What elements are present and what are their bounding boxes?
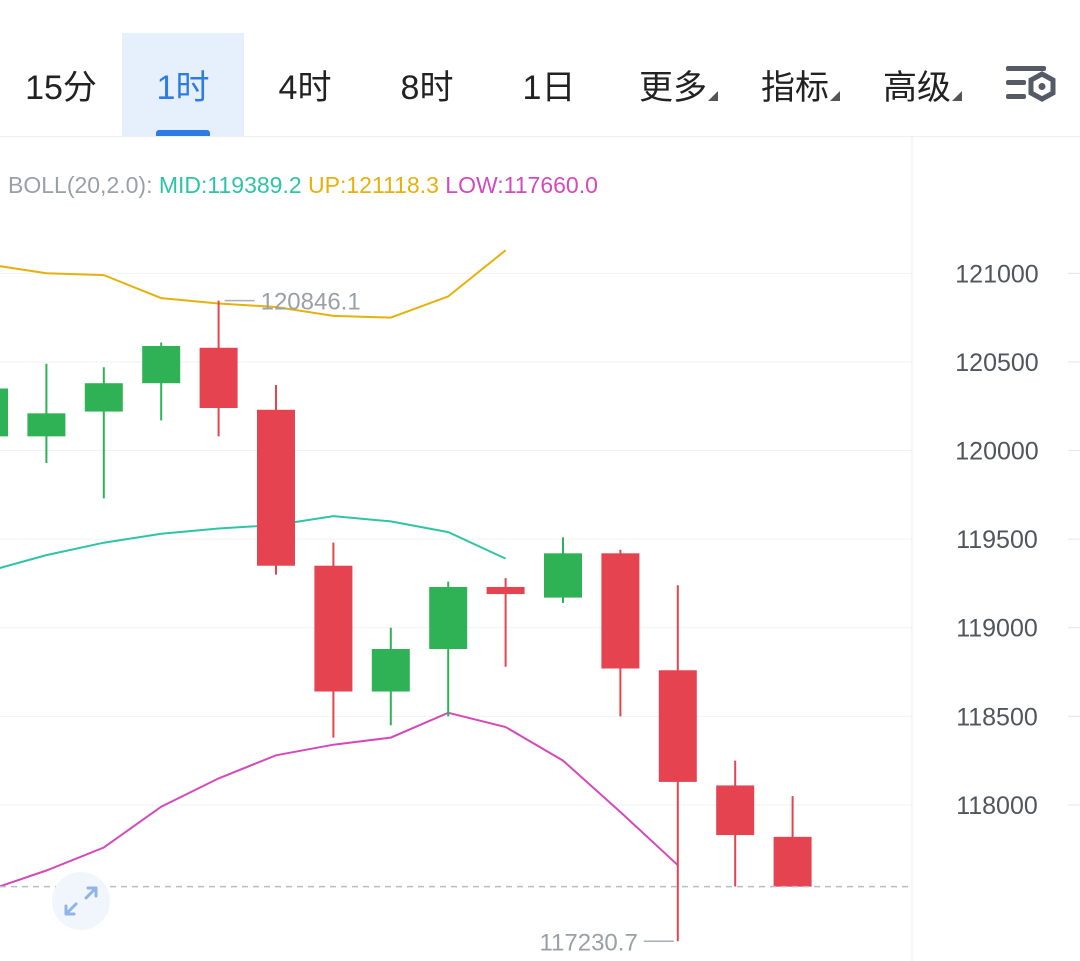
- caret-icon: [830, 91, 840, 101]
- price-tick-label: 121000: [955, 260, 1038, 288]
- chart-settings-button[interactable]: [1000, 60, 1060, 112]
- chart-settings-icon: [1006, 66, 1056, 102]
- boll-up-value: UP:121118.3: [308, 172, 439, 198]
- boll-mid-value: MID:119389.2: [158, 172, 302, 198]
- tab-1h[interactable]: 1时: [122, 33, 244, 136]
- boll-upper-line: [0, 249, 507, 319]
- candle-body: [27, 413, 66, 437]
- advanced-dropdown[interactable]: 高级: [856, 33, 978, 136]
- tab-8h[interactable]: 8时: [366, 33, 488, 136]
- price-tick-label: 120000: [955, 438, 1038, 466]
- tab-4h[interactable]: 4时: [244, 33, 366, 136]
- candle-body: [84, 383, 123, 412]
- dropdown-label: 更多: [639, 69, 707, 107]
- candle-body: [0, 388, 8, 437]
- tab-label: 4时: [278, 69, 332, 107]
- tab-label: 1时: [156, 69, 210, 107]
- tab-label: 1日: [522, 69, 576, 107]
- candle-body: [601, 553, 640, 669]
- boll-indicator-name: BOLL(20,2.0):: [8, 172, 153, 198]
- candle-body: [544, 553, 582, 598]
- high-price-label: 120846.1: [261, 289, 361, 316]
- caret-icon: [708, 91, 718, 101]
- tab-label: 8时: [400, 69, 454, 107]
- price-tick-label: 119000: [956, 615, 1038, 643]
- caret-icon: [952, 91, 962, 101]
- tab-1d[interactable]: 1日: [488, 33, 610, 136]
- price-tick-label: 118500: [956, 703, 1038, 731]
- fullscreen-button[interactable]: [52, 872, 110, 930]
- timeframe-toolbar: 15分 1时 4时 8时 1日 更多 指标 高级: [0, 0, 1080, 137]
- candle-body: [429, 586, 468, 650]
- boll-middle-line: [0, 515, 507, 569]
- candle-body: [716, 785, 755, 836]
- candle-body: [371, 649, 410, 692]
- indicators-dropdown[interactable]: 指标: [734, 33, 856, 136]
- expand-icon: [64, 886, 98, 916]
- candle-body: [773, 836, 812, 887]
- low-price-label: 117230.7: [539, 929, 637, 956]
- candle-body: [314, 565, 353, 692]
- candle-body: [658, 670, 697, 782]
- candle-body: [199, 347, 238, 409]
- boll-legend: BOLL(20,2.0): MID:119389.2 UP:121118.3 L…: [8, 172, 598, 199]
- price-tick-label: 119500: [956, 526, 1038, 554]
- boll-lower-line: [0, 711, 679, 888]
- last-price-label: 117538.8: [946, 874, 1048, 902]
- price-tick-label: 118000: [956, 792, 1038, 820]
- more-dropdown[interactable]: 更多: [612, 33, 734, 136]
- candle-body: [257, 409, 295, 566]
- dropdown-label: 高级: [883, 69, 951, 107]
- dropdown-label: 指标: [761, 69, 829, 107]
- last-price-tag: [912, 868, 1080, 905]
- price-tick-label: 120500: [955, 349, 1038, 377]
- candle-body: [142, 345, 181, 384]
- tab-label: 15分: [25, 69, 97, 107]
- boll-low-value: LOW:117660.0: [445, 172, 598, 198]
- price-axis-background: [912, 137, 1080, 961]
- candle-body: [486, 586, 525, 595]
- active-tab-indicator: [156, 130, 210, 136]
- tab-15min[interactable]: 15分: [0, 33, 122, 136]
